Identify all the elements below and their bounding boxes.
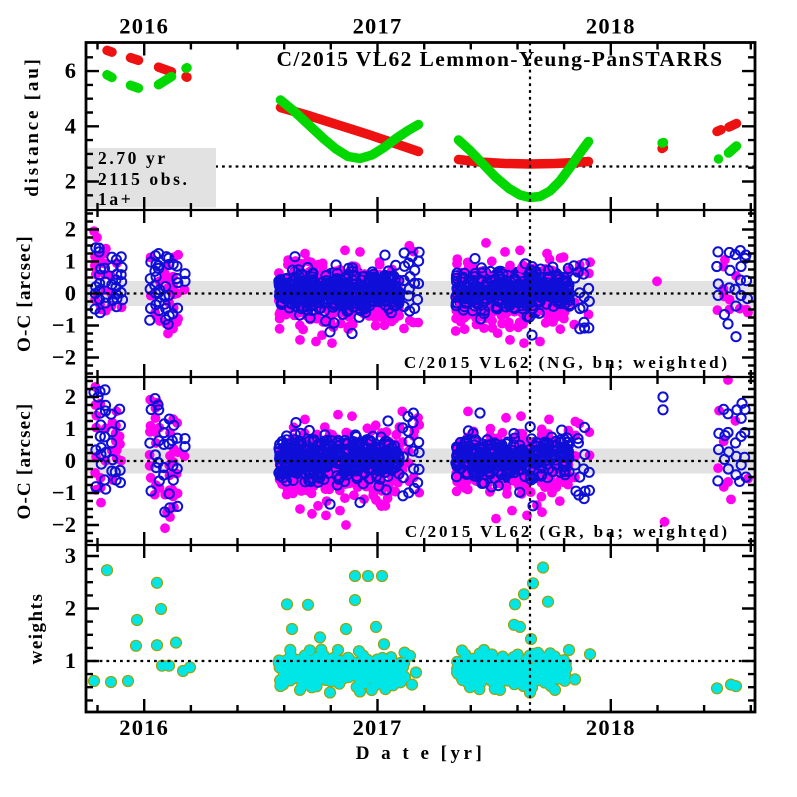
svg-text:weights: weights bbox=[26, 593, 47, 665]
svg-text:1a+: 1a+ bbox=[98, 189, 133, 209]
svg-text:1: 1 bbox=[65, 416, 76, 441]
svg-text:−2: −2 bbox=[52, 512, 76, 537]
svg-text:2016: 2016 bbox=[119, 715, 169, 740]
svg-text:2: 2 bbox=[65, 217, 76, 242]
svg-text:2017: 2017 bbox=[353, 715, 403, 740]
svg-text:distance [au]: distance [au] bbox=[22, 56, 43, 196]
svg-text:4: 4 bbox=[65, 113, 76, 138]
svg-text:D a t e [yr]: D a t e [yr] bbox=[356, 743, 486, 764]
svg-text:2018: 2018 bbox=[586, 715, 636, 740]
svg-text:2.70 yr: 2.70 yr bbox=[98, 148, 168, 168]
svg-text:−1: −1 bbox=[52, 480, 76, 505]
svg-text:1: 1 bbox=[65, 249, 76, 274]
svg-text:C/2015 VL62 Lemmon-Yeung-PanST: C/2015 VL62 Lemmon-Yeung-PanSTARRS bbox=[277, 47, 724, 71]
svg-text:2016: 2016 bbox=[119, 14, 169, 39]
svg-text:2115 obs.: 2115 obs. bbox=[98, 169, 189, 189]
svg-text:C/2015 VL62 (GR, ba; weighted): C/2015 VL62 (GR, ba; weighted) bbox=[405, 522, 730, 541]
svg-text:2017: 2017 bbox=[353, 14, 403, 39]
svg-text:2: 2 bbox=[65, 596, 76, 621]
svg-text:6: 6 bbox=[65, 58, 76, 83]
svg-text:−2: −2 bbox=[52, 345, 76, 370]
svg-text:C/2015 VL62 (NG, bn; weighted): C/2015 VL62 (NG, bn; weighted) bbox=[404, 353, 730, 372]
svg-text:O-C [arcsec]: O-C [arcsec] bbox=[14, 235, 35, 352]
svg-text:−1: −1 bbox=[52, 313, 76, 338]
svg-text:3: 3 bbox=[65, 543, 76, 568]
svg-text:0: 0 bbox=[65, 281, 76, 306]
svg-text:2: 2 bbox=[65, 384, 76, 409]
svg-text:0: 0 bbox=[65, 448, 76, 473]
svg-text:1: 1 bbox=[65, 648, 76, 673]
svg-text:2: 2 bbox=[65, 169, 76, 194]
svg-text:2018: 2018 bbox=[586, 14, 636, 39]
svg-text:O-C [arcsec]: O-C [arcsec] bbox=[14, 403, 35, 520]
